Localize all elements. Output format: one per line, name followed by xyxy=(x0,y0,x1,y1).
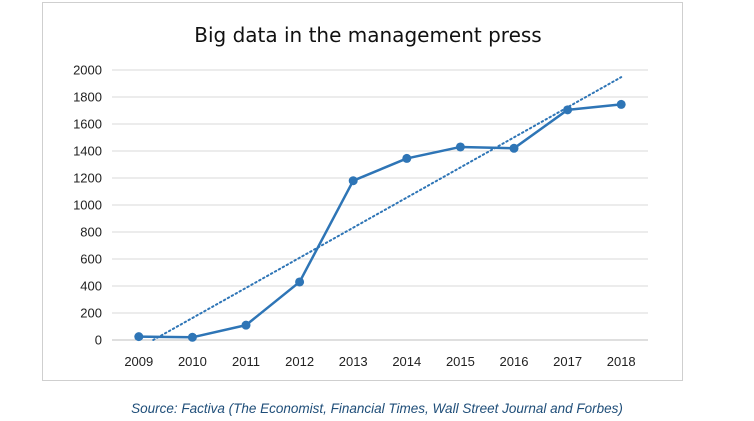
x-tick-label: 2012 xyxy=(285,354,314,369)
y-tick-label: 600 xyxy=(80,252,102,267)
x-tick-label: 2015 xyxy=(446,354,475,369)
x-tick-label: 2010 xyxy=(178,354,207,369)
data-point xyxy=(348,176,358,186)
x-tick-label: 2009 xyxy=(124,354,153,369)
data-point xyxy=(509,143,519,153)
source-note: Source: Factiva (The Economist, Financia… xyxy=(131,401,623,416)
y-tick-label: 0 xyxy=(95,333,102,348)
data-point xyxy=(616,99,626,109)
trend-line xyxy=(152,76,623,341)
chart-frame xyxy=(42,2,683,381)
y-tick-label: 200 xyxy=(80,306,102,321)
data-point xyxy=(134,332,144,342)
data-point xyxy=(402,153,412,163)
data-point xyxy=(187,332,197,342)
x-tick-label: 2017 xyxy=(553,354,582,369)
y-tick-label: 1600 xyxy=(73,117,102,132)
data-point xyxy=(563,105,573,115)
y-axis-ticks: 0 200 400 600 800 1000 1200 1400 1600 1800 2000 xyxy=(73,63,102,348)
data-point xyxy=(295,277,305,287)
y-tick-label: 1800 xyxy=(73,90,102,105)
x-tick-label: 2018 xyxy=(607,354,636,369)
data-point xyxy=(241,320,251,330)
y-tick-label: 1000 xyxy=(73,198,102,213)
y-tick-label: 400 xyxy=(80,279,102,294)
y-tick-label: 1200 xyxy=(73,171,102,186)
series-line xyxy=(138,103,622,339)
y-tick-label: 1400 xyxy=(73,144,102,159)
x-tick-label: 2011 xyxy=(232,354,260,369)
x-axis-ticks: 2009 2010 2011 2012 2013 2014 2015 2016 2017 2018 xyxy=(124,354,635,369)
x-tick-label: 2013 xyxy=(339,354,368,369)
y-tick-label: 2000 xyxy=(73,63,102,78)
chart-title: Big data in the management press xyxy=(194,23,541,47)
x-tick-label: 2016 xyxy=(500,354,529,369)
x-tick-label: 2014 xyxy=(392,354,421,369)
y-tick-label: 800 xyxy=(80,225,102,240)
data-point xyxy=(455,142,465,152)
series-layer xyxy=(134,76,626,342)
